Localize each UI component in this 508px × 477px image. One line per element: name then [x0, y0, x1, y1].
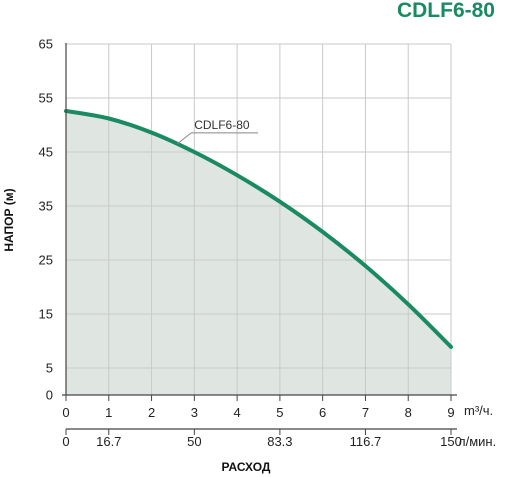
axis-layer — [62, 43, 457, 435]
x-tick-label: 8 — [405, 405, 412, 420]
x-tick-label: 7 — [362, 405, 369, 420]
y-tick-label: 0 — [46, 388, 53, 403]
secondary-x-tick-label: 83.3 — [267, 434, 292, 449]
y-tick-label: 25 — [39, 253, 53, 268]
x-tick-label: 5 — [276, 405, 283, 420]
y-tick-label: 35 — [39, 199, 53, 214]
curve-layer — [64, 109, 453, 349]
x-unit-secondary: л/мин. — [458, 434, 496, 449]
y-tick-label: 45 — [39, 145, 53, 160]
x-tick-label: 0 — [62, 405, 69, 420]
x-unit-primary: m³/ч. — [464, 403, 493, 418]
y-tick-label: 15 — [39, 307, 53, 322]
x-tick-label: 2 — [148, 405, 155, 420]
series-label-leader — [176, 132, 258, 145]
y-axis-label: НАПОР (м) — [2, 188, 16, 251]
x-tick-label: 6 — [319, 405, 326, 420]
y-tick-label: 5 — [46, 361, 53, 376]
secondary-x-tick-label: 150 — [440, 434, 462, 449]
secondary-x-tick-label: 50 — [187, 434, 201, 449]
secondary-x-tick-label: 16.7 — [96, 434, 121, 449]
y-tick-label: 65 — [39, 37, 53, 52]
series-label: CDLF6-80 — [194, 118, 250, 132]
secondary-x-tick-label: 0 — [62, 434, 69, 449]
x-tick-label: 4 — [233, 405, 240, 420]
area-fill-layer — [66, 111, 451, 395]
chart-title: CDLF6-80 — [397, 0, 495, 22]
x-tick-label: 3 — [191, 405, 198, 420]
grid-layer — [66, 43, 452, 395]
area-fill — [66, 111, 451, 395]
x-tick-label: 1 — [105, 405, 112, 420]
series-curve — [64, 109, 453, 349]
x-tick-label: 9 — [447, 405, 454, 420]
y-tick-label: 55 — [39, 91, 53, 106]
secondary-x-tick-label: 116.7 — [350, 434, 382, 449]
x-axis-label: РАСХОД — [222, 460, 271, 474]
